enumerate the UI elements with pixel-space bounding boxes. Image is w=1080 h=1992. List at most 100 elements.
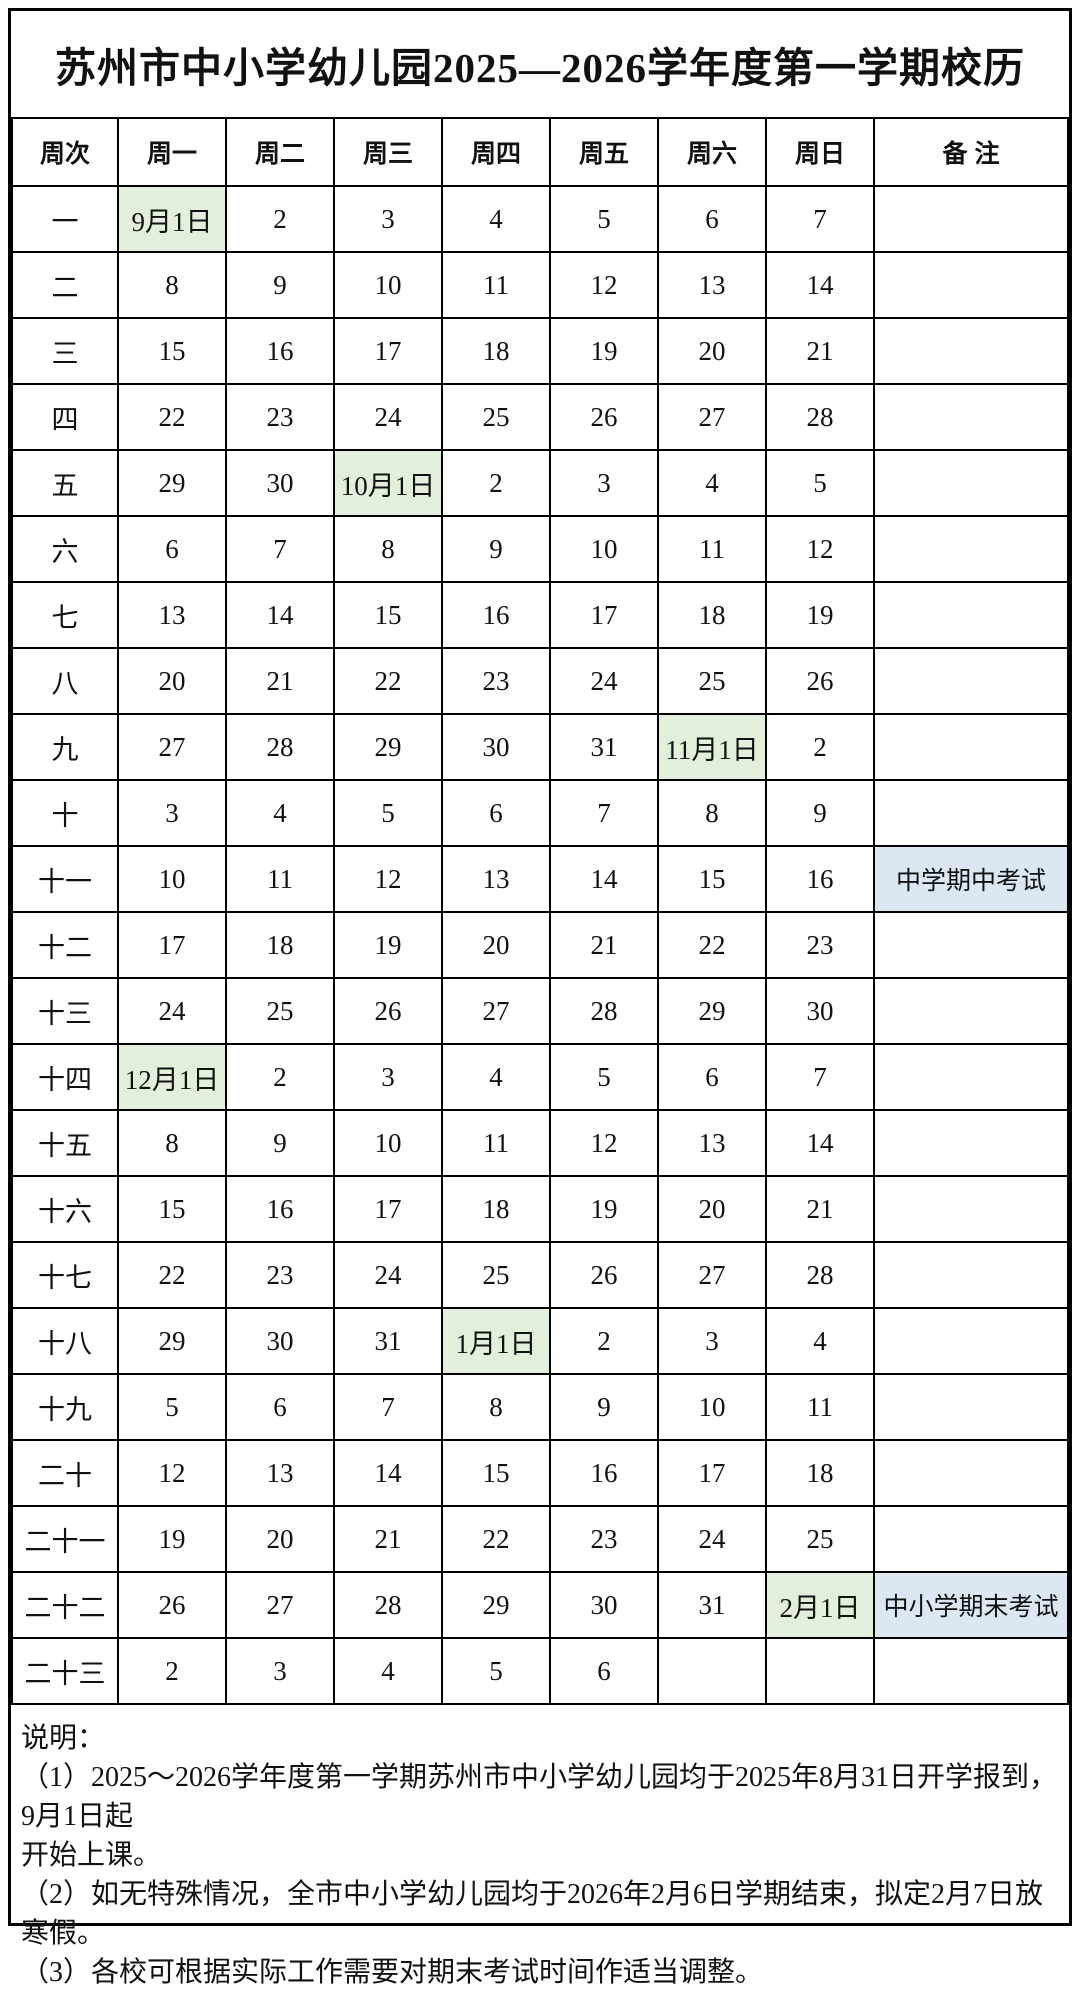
day-cell: 26 xyxy=(549,1241,659,1309)
day-cell: 3 xyxy=(549,449,659,517)
day-cell: 13 xyxy=(225,1439,335,1507)
day-cell: 4 xyxy=(333,1637,443,1705)
day-cell: 30 xyxy=(441,713,551,781)
week-cell: 五 xyxy=(11,449,119,517)
day-cell: 28 xyxy=(225,713,335,781)
remark-cell xyxy=(873,713,1069,781)
day-cell: 25 xyxy=(765,1505,875,1573)
day-cell: 16 xyxy=(225,1175,335,1243)
day-cell: 15 xyxy=(117,1175,227,1243)
day-cell: 13 xyxy=(117,581,227,649)
day-cell: 16 xyxy=(765,845,875,913)
day-cell: 22 xyxy=(117,383,227,451)
header-sun: 周日 xyxy=(765,117,875,187)
day-cell: 6 xyxy=(657,1043,767,1111)
week-cell: 十三 xyxy=(11,977,119,1045)
remark-cell xyxy=(873,1439,1069,1507)
day-cell: 19 xyxy=(549,1175,659,1243)
calendar-body: 一 9月1日 2 3 4 5 6 7 二 8 9 10 11 12 13 14 三 15 16 17 18 19 20 21 四… xyxy=(11,185,1069,1705)
day-cell: 11 xyxy=(441,1109,551,1177)
day-cell: 21 xyxy=(765,1175,875,1243)
day-cell: 13 xyxy=(441,845,551,913)
day-cell: 19 xyxy=(333,911,443,979)
table-row: 一 9月1日 2 3 4 5 6 7 xyxy=(11,185,1069,253)
header-wed: 周三 xyxy=(333,117,443,187)
table-row: 八 20 21 22 23 24 25 26 xyxy=(11,647,1069,715)
week-cell: 二十二 xyxy=(11,1571,119,1639)
week-cell: 十九 xyxy=(11,1373,119,1441)
day-cell: 3 xyxy=(225,1637,335,1705)
day-cell: 6 xyxy=(117,515,227,583)
notes-section: 说明： （1）2025～2026学年度第一学期苏州市中小学幼儿园均于2025年8月… xyxy=(11,1705,1069,1992)
day-cell: 6 xyxy=(225,1373,335,1441)
day-cell: 12 xyxy=(549,1109,659,1177)
day-cell: 26 xyxy=(117,1571,227,1639)
day-cell: 16 xyxy=(549,1439,659,1507)
day-cell: 16 xyxy=(441,581,551,649)
remark-cell xyxy=(873,1373,1069,1441)
day-cell: 25 xyxy=(441,1241,551,1309)
day-cell xyxy=(657,1637,767,1705)
day-cell: 3 xyxy=(117,779,227,847)
day-cell: 9 xyxy=(441,515,551,583)
remark-cell xyxy=(873,647,1069,715)
week-cell: 十六 xyxy=(11,1175,119,1243)
table-row: 四 22 23 24 25 26 27 28 xyxy=(11,383,1069,451)
day-cell: 6 xyxy=(549,1637,659,1705)
day-cell: 11 xyxy=(441,251,551,319)
day-cell: 3 xyxy=(657,1307,767,1375)
header-tue: 周二 xyxy=(225,117,335,187)
day-cell: 9 xyxy=(225,1109,335,1177)
day-cell: 7 xyxy=(765,1043,875,1111)
day-cell: 7 xyxy=(333,1373,443,1441)
remark-cell xyxy=(873,515,1069,583)
day-cell: 10 xyxy=(657,1373,767,1441)
table-row: 六 6 7 8 9 10 11 12 xyxy=(11,515,1069,583)
day-cell: 12 xyxy=(117,1439,227,1507)
day-cell: 29 xyxy=(333,713,443,781)
day-cell: 14 xyxy=(549,845,659,913)
day-cell: 21 xyxy=(225,647,335,715)
day-cell: 2 xyxy=(225,1043,335,1111)
week-cell: 十 xyxy=(11,779,119,847)
remark-cell xyxy=(873,1505,1069,1573)
day-cell: 4 xyxy=(225,779,335,847)
day-cell: 29 xyxy=(117,449,227,517)
day-cell: 27 xyxy=(225,1571,335,1639)
day-cell: 28 xyxy=(333,1571,443,1639)
day-cell: 23 xyxy=(765,911,875,979)
day-cell: 24 xyxy=(333,1241,443,1309)
table-row: 二 8 9 10 11 12 13 14 xyxy=(11,251,1069,319)
day-cell: 25 xyxy=(441,383,551,451)
day-cell: 2 xyxy=(549,1307,659,1375)
day-cell: 10 xyxy=(333,251,443,319)
day-cell: 31 xyxy=(549,713,659,781)
day-cell: 27 xyxy=(441,977,551,1045)
day-cell: 10月1日 xyxy=(333,449,443,517)
day-cell: 29 xyxy=(441,1571,551,1639)
remark-cell xyxy=(873,383,1069,451)
day-cell: 5 xyxy=(549,185,659,253)
day-cell: 1月1日 xyxy=(441,1307,551,1375)
note-line: （3）各校可根据实际工作需要对期末考试时间作适当调整。 xyxy=(21,1957,764,1988)
calendar-page: 苏州市中小学幼儿园2025—2026学年度第一学期校历 周次 周一 周二 周三 周四 周五… xyxy=(8,8,1072,1988)
day-cell: 10 xyxy=(549,515,659,583)
day-cell: 11 xyxy=(765,1373,875,1441)
day-cell: 8 xyxy=(117,251,227,319)
table-row: 十五 8 9 10 11 12 13 14 xyxy=(11,1109,1069,1177)
day-cell: 13 xyxy=(657,251,767,319)
header-fri: 周五 xyxy=(549,117,659,187)
day-cell: 5 xyxy=(117,1373,227,1441)
remark-cell xyxy=(873,1637,1069,1705)
day-cell: 31 xyxy=(657,1571,767,1639)
day-cell: 20 xyxy=(117,647,227,715)
day-cell: 28 xyxy=(549,977,659,1045)
week-cell: 十七 xyxy=(11,1241,119,1309)
day-cell: 16 xyxy=(225,317,335,385)
day-cell: 27 xyxy=(117,713,227,781)
table-row: 二十三 2 3 4 5 6 xyxy=(11,1637,1069,1705)
day-cell: 15 xyxy=(117,317,227,385)
note-line: 说明： xyxy=(21,1723,106,1754)
day-cell: 23 xyxy=(225,383,335,451)
